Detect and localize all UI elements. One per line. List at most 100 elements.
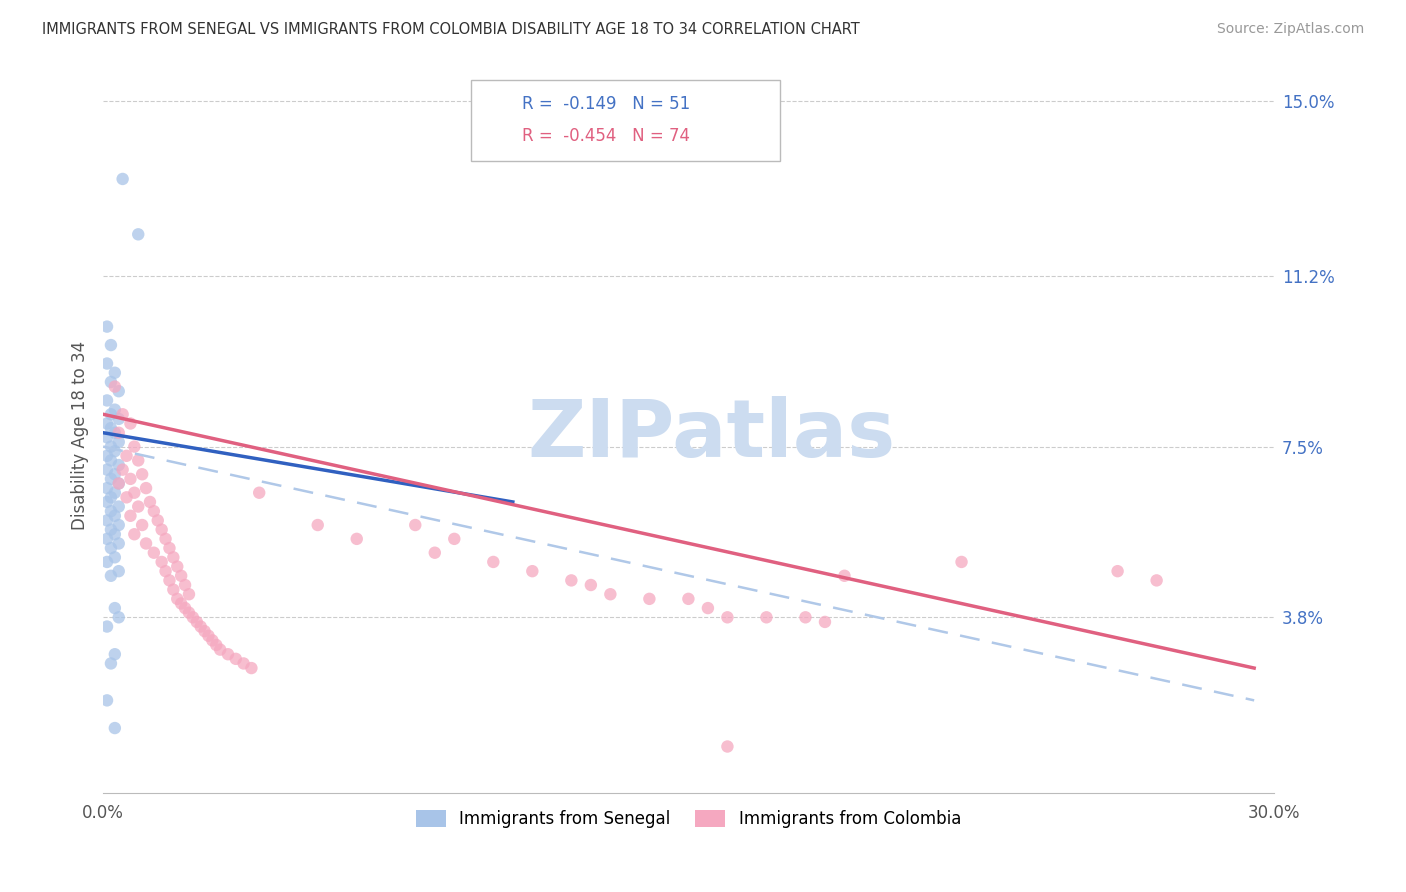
Point (174, 578, 197, 592)
Point (96, 430, 118, 444)
Point (100, 568, 122, 582)
Point (423, 546, 446, 560)
Point (124, 527, 146, 541)
Point (104, 379, 127, 393)
Point (100, 472, 122, 486)
Point (96, 532, 118, 546)
Point (696, 601, 718, 615)
Point (599, 587, 621, 601)
Point (678, 591, 700, 606)
Text: R =  -0.454   N = 74: R = -0.454 N = 74 (522, 127, 689, 145)
Point (111, 463, 134, 477)
Point (834, 568, 856, 582)
Point (96, 417, 118, 431)
Point (127, 500, 149, 514)
Point (104, 444, 127, 458)
Point (205, 638, 228, 652)
Point (96, 513, 118, 527)
Legend: Immigrants from Senegal, Immigrants from Colombia: Immigrants from Senegal, Immigrants from… (409, 803, 967, 834)
Point (100, 440, 122, 454)
Point (107, 458, 129, 472)
Point (100, 657, 122, 671)
Text: ZIPatlas: ZIPatlas (527, 396, 896, 474)
Point (209, 642, 232, 657)
Point (104, 467, 127, 482)
Point (638, 591, 661, 606)
Point (104, 366, 127, 380)
Point (96, 319, 118, 334)
Point (1107, 564, 1129, 578)
Point (111, 172, 134, 186)
Point (107, 564, 129, 578)
Point (100, 375, 122, 389)
Point (107, 476, 129, 491)
Point (107, 610, 129, 624)
Point (166, 591, 188, 606)
Point (197, 629, 219, 643)
Point (225, 652, 247, 666)
Point (96, 449, 118, 463)
Point (100, 504, 122, 518)
Point (166, 559, 188, 574)
Point (127, 227, 149, 242)
Point (104, 402, 127, 417)
Point (100, 421, 122, 435)
Point (115, 449, 138, 463)
Point (131, 467, 153, 482)
Point (814, 615, 837, 629)
Point (107, 412, 129, 426)
Text: Source: ZipAtlas.com: Source: ZipAtlas.com (1216, 22, 1364, 37)
Point (579, 578, 602, 592)
Point (96, 481, 118, 495)
Point (107, 500, 129, 514)
Point (142, 504, 165, 518)
Point (104, 601, 127, 615)
Point (127, 453, 149, 467)
Point (755, 610, 778, 624)
Point (240, 661, 263, 675)
Point (107, 384, 129, 399)
Point (170, 597, 193, 611)
Text: R =  -0.149   N = 51: R = -0.149 N = 51 (522, 95, 690, 113)
Point (111, 407, 134, 421)
Point (794, 610, 817, 624)
Point (115, 491, 138, 505)
Point (522, 564, 544, 578)
Point (217, 647, 239, 661)
Point (159, 574, 181, 588)
Point (104, 527, 127, 541)
Point (443, 532, 465, 546)
Point (96, 357, 118, 371)
Point (560, 574, 582, 588)
Point (100, 541, 122, 555)
Point (104, 721, 127, 735)
Point (201, 633, 224, 648)
Point (247, 485, 270, 500)
Point (232, 657, 254, 671)
Point (131, 518, 153, 533)
Point (124, 440, 146, 454)
Point (346, 532, 368, 546)
Point (107, 536, 129, 550)
Point (174, 601, 197, 615)
Text: IMMIGRANTS FROM SENEGAL VS IMMIGRANTS FROM COLOMBIA DISABILITY AGE 18 TO 34 CORR: IMMIGRANTS FROM SENEGAL VS IMMIGRANTS FR… (42, 22, 860, 37)
Point (135, 536, 157, 550)
Point (139, 495, 162, 509)
Point (107, 518, 129, 533)
Point (96, 619, 118, 633)
Point (716, 739, 738, 754)
Point (100, 407, 122, 421)
Point (100, 453, 122, 467)
Point (177, 587, 200, 601)
Point (104, 550, 127, 565)
Point (155, 564, 177, 578)
Y-axis label: Disability Age 18 to 34: Disability Age 18 to 34 (72, 341, 89, 530)
Point (150, 523, 173, 537)
Point (142, 546, 165, 560)
Point (96, 693, 118, 707)
Point (162, 550, 184, 565)
Point (307, 518, 329, 533)
Point (1146, 574, 1168, 588)
Point (150, 555, 173, 569)
Point (107, 434, 129, 449)
